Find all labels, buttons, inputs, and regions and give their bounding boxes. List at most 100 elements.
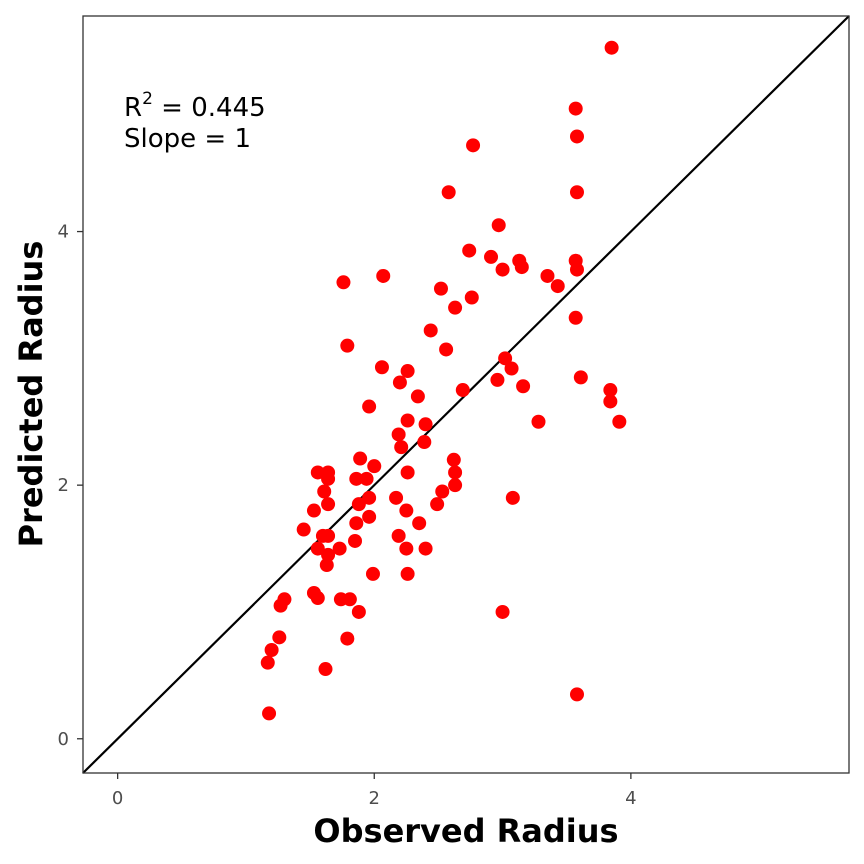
data-point-78	[321, 547, 336, 562]
data-point-18	[433, 281, 448, 296]
annotation-r2: R2 = 0.445	[124, 89, 266, 123]
data-point-89	[495, 604, 510, 619]
y-tick-label-0: 0	[58, 729, 69, 750]
data-point-63	[430, 497, 445, 512]
data-point-54	[359, 471, 374, 486]
data-point-19	[464, 290, 479, 305]
data-point-48	[310, 465, 325, 480]
data-point-52	[321, 471, 336, 486]
y-axis: 0 2 4	[58, 222, 83, 750]
data-point-80	[365, 566, 380, 581]
data-point-45	[353, 451, 368, 466]
data-point-30	[490, 372, 505, 387]
data-point-22	[423, 323, 438, 338]
data-point-94	[318, 662, 333, 677]
annotation-slope: Slope = 1	[124, 124, 251, 154]
data-point-44	[394, 440, 409, 455]
data-point-40	[612, 414, 627, 429]
data-point-57	[435, 484, 450, 499]
data-point-56	[317, 484, 332, 499]
data-point-55	[448, 478, 463, 493]
data-point-60	[505, 490, 520, 505]
data-point-76	[399, 541, 414, 556]
data-point-46	[446, 452, 461, 467]
data-point-96	[262, 706, 277, 721]
data-point-66	[362, 509, 377, 524]
data-point-38	[400, 413, 415, 428]
data-point-2	[569, 129, 584, 144]
data-point-32	[516, 379, 531, 394]
annotation-r2-value: = 0.445	[153, 93, 266, 123]
data-point-28	[400, 364, 415, 379]
data-point-21	[568, 310, 583, 325]
x-axis-title: Observed Radius	[313, 812, 618, 850]
data-point-77	[418, 541, 433, 556]
plot-frame	[82, 15, 850, 774]
data-point-25	[498, 351, 513, 366]
data-point-68	[412, 516, 427, 531]
data-point-74	[310, 541, 325, 556]
data-point-91	[340, 631, 355, 646]
data-point-7	[462, 243, 477, 258]
data-point-72	[391, 528, 406, 543]
data-point-26	[374, 360, 389, 375]
x-tick-label-1: 2	[369, 788, 380, 809]
data-point-31	[392, 375, 407, 390]
data-point-53	[349, 471, 364, 486]
data-point-61	[321, 497, 336, 512]
data-point-4	[441, 185, 456, 200]
data-point-62	[351, 497, 366, 512]
data-point-81	[400, 566, 415, 581]
x-tick-label-2: 4	[625, 788, 636, 809]
data-point-41	[418, 417, 433, 432]
data-point-1	[568, 101, 583, 116]
y-axis-title: Predicted Radius	[12, 241, 50, 548]
data-point-58	[362, 490, 377, 505]
data-point-50	[400, 465, 415, 480]
data-point-69	[296, 522, 311, 537]
data-point-71	[321, 528, 336, 543]
data-point-14	[376, 268, 391, 283]
data-point-73	[348, 533, 363, 548]
data-point-35	[410, 389, 425, 404]
data-point-86	[342, 592, 357, 607]
data-point-6	[491, 218, 506, 233]
annotation-r2-label: R	[124, 93, 142, 123]
x-tick-label-0: 0	[112, 788, 123, 809]
data-point-39	[531, 414, 546, 429]
data-point-12	[495, 262, 510, 277]
data-point-20	[448, 300, 463, 315]
data-point-15	[540, 268, 555, 283]
y-tick-label-2: 4	[58, 222, 69, 243]
data-point-36	[603, 394, 618, 409]
data-point-23	[340, 338, 355, 353]
data-point-27	[504, 361, 519, 376]
data-point-90	[272, 630, 287, 645]
data-point-8	[484, 249, 499, 264]
data-point-34	[603, 383, 618, 398]
points-layer	[260, 40, 627, 721]
data-point-47	[367, 459, 382, 474]
data-point-51	[448, 465, 463, 480]
data-point-88	[351, 604, 366, 619]
data-point-16	[336, 275, 351, 290]
data-point-13	[569, 262, 584, 277]
data-point-64	[306, 503, 321, 518]
data-point-0	[604, 40, 619, 55]
data-point-29	[573, 370, 588, 385]
data-point-24	[439, 342, 454, 357]
data-point-67	[349, 516, 364, 531]
data-point-95	[569, 687, 584, 702]
data-point-93	[260, 655, 275, 670]
annotation-r2-superscript: 2	[142, 89, 153, 109]
data-point-87	[273, 598, 288, 613]
data-point-59	[389, 490, 404, 505]
data-point-33	[455, 383, 470, 398]
data-point-5	[569, 185, 584, 200]
data-point-79	[319, 558, 334, 573]
x-axis: 0 2 4	[112, 773, 637, 809]
data-point-42	[391, 427, 406, 442]
data-point-92	[264, 643, 279, 658]
data-point-17	[550, 279, 565, 294]
